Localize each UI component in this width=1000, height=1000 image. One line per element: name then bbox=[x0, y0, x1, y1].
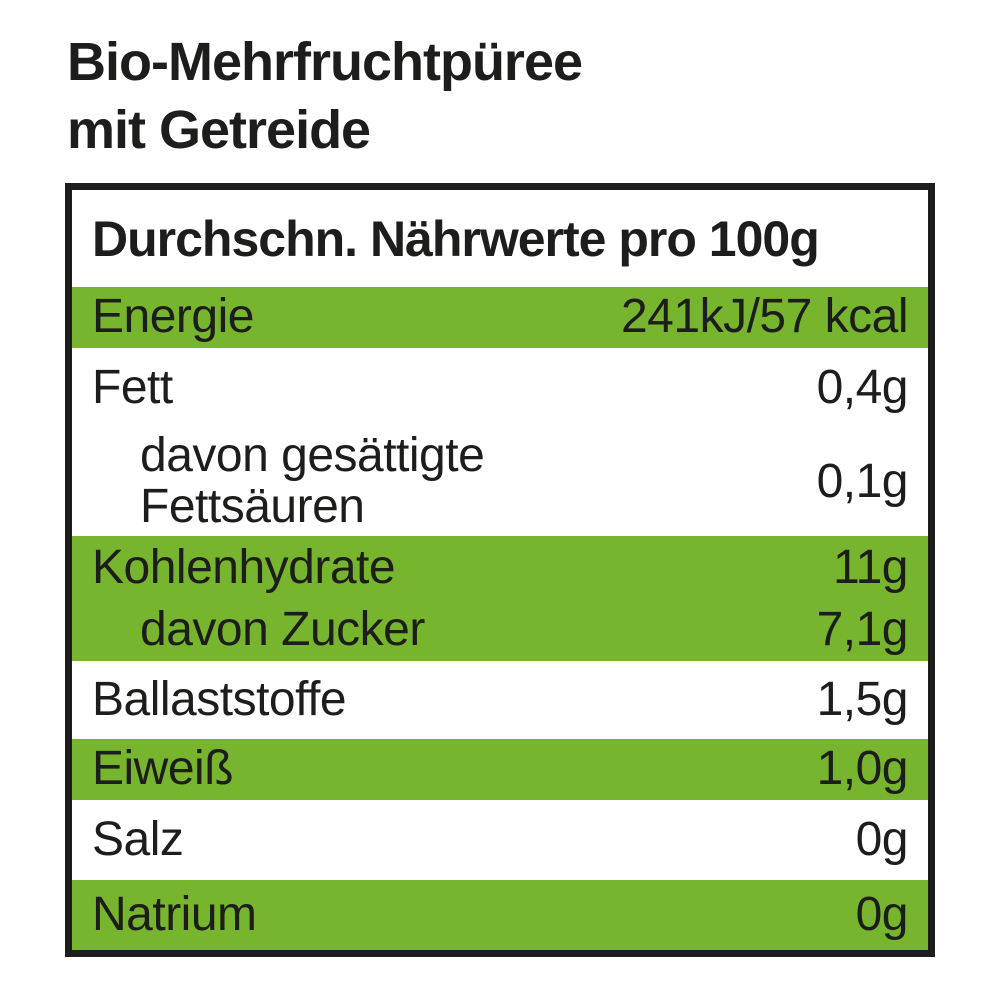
table-row-ballaststoffe: Ballaststoffe 1,5g bbox=[72, 661, 928, 739]
table-row-eiweiss: Eiweiß 1,0g bbox=[72, 739, 928, 800]
row-label: davon Zucker bbox=[140, 603, 425, 657]
nutrition-table: Durchschn. Nährwerte pro 100g Energie 24… bbox=[65, 183, 935, 957]
row-value: 11g bbox=[832, 540, 909, 594]
table-row-fett: Fett 0,4g bbox=[72, 348, 928, 428]
table-header: Durchschn. Nährwerte pro 100g bbox=[72, 190, 928, 287]
table-row-energie: Energie 241kJ/57 kcal bbox=[72, 287, 928, 348]
row-label: Ballaststoffe bbox=[92, 672, 347, 726]
row-value: 1,5g bbox=[816, 672, 909, 726]
page-title-line2: mit Getreide bbox=[67, 100, 371, 160]
row-value: 1,0g bbox=[816, 742, 909, 796]
row-value: 0,4g bbox=[816, 360, 909, 414]
table-row-kohlenhydrate: Kohlenhydrate 11g bbox=[72, 536, 928, 600]
row-label: Energie bbox=[92, 290, 254, 344]
row-label: davon gesättigte Fettsäuren bbox=[140, 429, 485, 533]
table-row-salz: Salz 0g bbox=[72, 800, 928, 880]
row-label: Natrium bbox=[92, 887, 257, 941]
row-label: Eiweiß bbox=[92, 742, 234, 796]
row-value: 7,1g bbox=[816, 603, 909, 657]
table-header-text: Durchschn. Nährwerte pro 100g bbox=[92, 210, 820, 267]
row-value: 0g bbox=[855, 812, 909, 866]
row-value: 0g bbox=[855, 887, 909, 941]
row-label: Fett bbox=[92, 360, 173, 414]
table-row-zucker: davon Zucker 7,1g bbox=[72, 600, 928, 661]
row-value: 241kJ/57 kcal bbox=[620, 290, 909, 344]
row-label: Salz bbox=[92, 812, 184, 866]
page-title: Bio-Mehrfruchtpüree mit Getreide bbox=[67, 28, 583, 164]
row-label: Kohlenhydrate bbox=[92, 540, 396, 594]
table-row-gesaettigte-fettsaeuren: davon gesättigte Fettsäuren 0,1g bbox=[72, 428, 928, 536]
table-row-natrium: Natrium 0g bbox=[72, 880, 928, 950]
page-title-line1: Bio-Mehrfruchtpüree bbox=[67, 32, 583, 92]
row-value: 0,1g bbox=[816, 454, 909, 508]
